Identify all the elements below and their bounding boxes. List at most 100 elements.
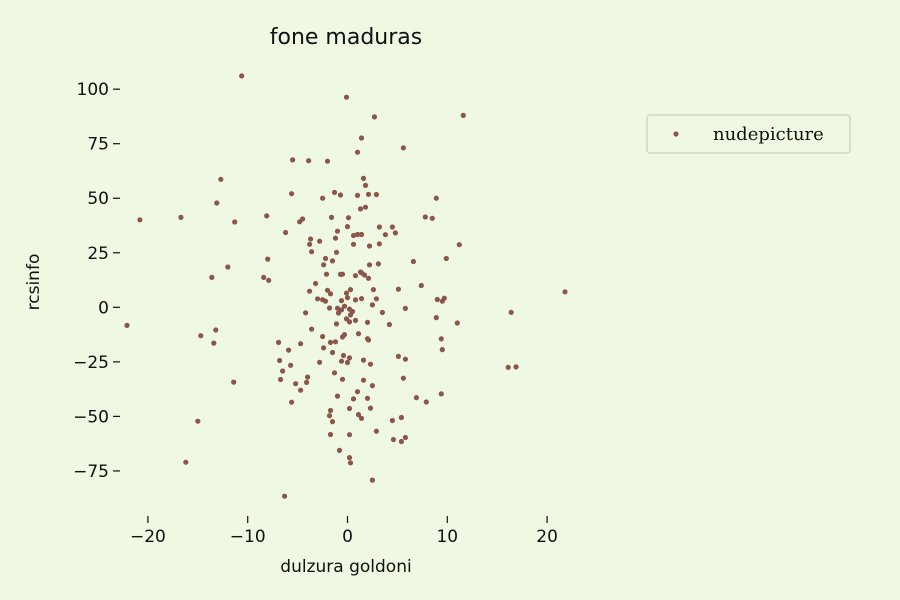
- scatter-point: [225, 264, 231, 270]
- scatter-point: [367, 361, 374, 367]
- scatter-point: [289, 191, 295, 197]
- y-tick-label: 0: [98, 298, 109, 318]
- scatter-point: [328, 214, 335, 220]
- scatter-point: [329, 349, 336, 356]
- scatter-point: [322, 255, 329, 262]
- x-tick-label: −20: [130, 527, 166, 547]
- y-tick-label: 25: [87, 244, 109, 264]
- scatter-point: [340, 352, 347, 359]
- scatter-point: [326, 305, 333, 311]
- scatter-point: [198, 333, 204, 339]
- scatter-point: [402, 356, 408, 362]
- scatter-point: [344, 359, 351, 366]
- scatter-point: [286, 347, 292, 353]
- scatter-point: [354, 389, 361, 395]
- scatter-point: [323, 271, 330, 277]
- scatter-point: [352, 317, 359, 323]
- scatter-point: [137, 217, 143, 223]
- scatter-point: [355, 412, 362, 418]
- scatter-point: [365, 337, 372, 343]
- scatter-point: [298, 341, 304, 347]
- scatter-point: [329, 258, 336, 264]
- scatter-point: [265, 256, 271, 262]
- scatter-point: [373, 428, 379, 434]
- scatter-point: [362, 182, 369, 188]
- scatter-point: [402, 305, 408, 311]
- scatter-point: [389, 224, 395, 230]
- scatter-point: [343, 316, 350, 322]
- scatter-point: [305, 374, 311, 380]
- y-tick-label: −75: [73, 462, 109, 482]
- scatter-point: [350, 396, 357, 402]
- scatter-point: [443, 255, 449, 262]
- scatter-point: [343, 290, 350, 296]
- scatter-point: [333, 249, 340, 255]
- scatter-point: [373, 191, 379, 198]
- scatter-point: [357, 206, 364, 212]
- scatter-point: [278, 376, 284, 383]
- scatter-point: [290, 157, 296, 163]
- scatter-point: [178, 214, 184, 220]
- scatter-point: [297, 219, 303, 225]
- scatter-point: [231, 379, 237, 385]
- scatter-point: [307, 241, 313, 247]
- scatter-point: [309, 326, 315, 332]
- scatter-point: [347, 460, 354, 466]
- scatter-point: [373, 296, 379, 302]
- scatter-point: [439, 298, 445, 304]
- scatter-point: [400, 145, 406, 151]
- scatter-point: [360, 357, 367, 363]
- scatter-point: [320, 333, 326, 340]
- scatter-point: [264, 213, 270, 219]
- scatter-point: [358, 231, 365, 238]
- scatter-point: [331, 370, 338, 376]
- legend: nudepicture: [646, 114, 851, 154]
- scatter-point: [327, 431, 334, 438]
- scatter-point: [329, 419, 336, 425]
- scatter-point: [124, 322, 130, 328]
- scatter-point: [460, 112, 466, 118]
- scatter-point: [280, 368, 286, 374]
- scatter-point: [338, 298, 345, 304]
- scatter-point: [322, 298, 329, 304]
- scatter-point: [327, 339, 334, 345]
- scatter-point: [376, 224, 382, 230]
- scatter-point: [345, 215, 352, 221]
- scatter-point: [354, 192, 361, 198]
- scatter-point: [304, 379, 310, 385]
- scatter-point: [358, 296, 365, 302]
- scatter-point: [334, 305, 341, 311]
- scatter-point: [332, 339, 339, 345]
- scatter-point: [334, 393, 341, 399]
- scatter-point: [423, 399, 429, 405]
- x-tick-label: 20: [536, 527, 558, 547]
- scatter-point: [218, 176, 224, 182]
- scatter-point: [338, 358, 345, 364]
- scatter-point: [352, 273, 359, 279]
- y-tick-label: 50: [87, 189, 109, 209]
- scatter-point: [346, 355, 353, 361]
- scatter-point: [508, 309, 514, 315]
- scatter-point: [320, 195, 326, 201]
- scatter-point: [422, 214, 428, 220]
- scatter-point: [366, 243, 373, 249]
- scatter-point: [347, 312, 354, 318]
- scatter-points: [124, 73, 568, 499]
- scatter-point: [456, 242, 462, 248]
- scatter-point: [307, 288, 313, 294]
- scatter-point: [398, 414, 404, 421]
- scatter-point: [379, 309, 385, 316]
- scatter-point: [339, 376, 346, 382]
- scatter-point: [213, 327, 219, 333]
- scatter-point: [454, 320, 460, 326]
- scatter-point: [209, 274, 215, 280]
- scatter-point: [214, 200, 220, 206]
- scatter-point: [355, 331, 362, 337]
- scatter-point: [195, 418, 201, 424]
- scatter-point: [276, 339, 282, 345]
- scatter-point: [364, 395, 371, 401]
- scatter-point: [283, 229, 289, 236]
- scatter-point: [386, 321, 392, 328]
- scatter-point: [389, 417, 395, 424]
